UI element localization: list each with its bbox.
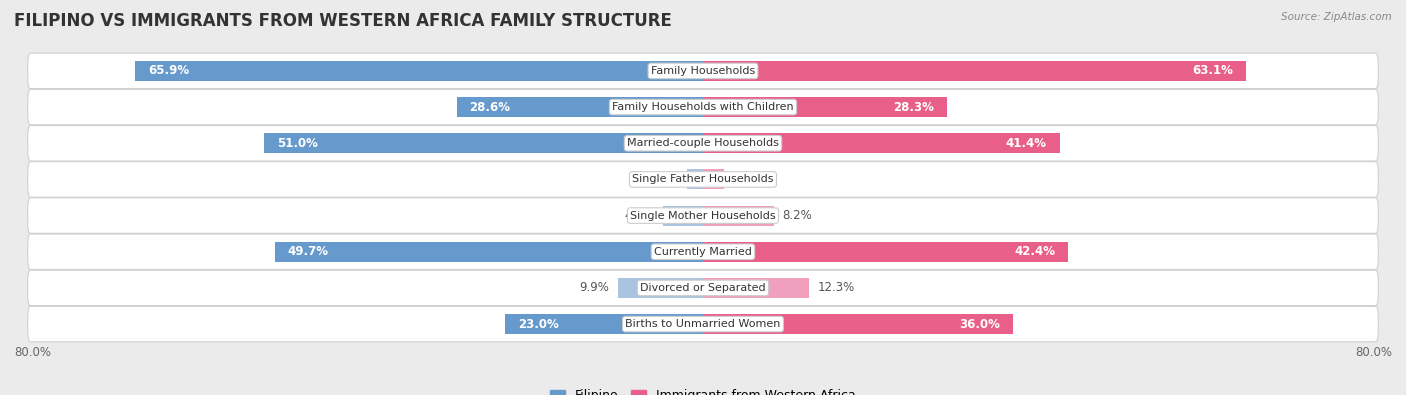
Bar — [276, 242, 703, 262]
Bar — [264, 133, 703, 153]
Legend: Filipino, Immigrants from Western Africa: Filipino, Immigrants from Western Africa — [546, 384, 860, 395]
Text: 65.9%: 65.9% — [149, 64, 190, 77]
FancyBboxPatch shape — [28, 307, 1378, 342]
FancyBboxPatch shape — [28, 234, 1378, 269]
FancyBboxPatch shape — [28, 89, 1378, 125]
Text: 49.7%: 49.7% — [288, 245, 329, 258]
Text: 1.8%: 1.8% — [650, 173, 679, 186]
Bar — [703, 206, 773, 226]
Text: Births to Unmarried Women: Births to Unmarried Women — [626, 319, 780, 329]
Bar — [688, 169, 703, 189]
Text: Currently Married: Currently Married — [654, 247, 752, 257]
Text: Divorced or Separated: Divorced or Separated — [640, 283, 766, 293]
Text: 4.7%: 4.7% — [624, 209, 654, 222]
Bar — [617, 278, 703, 298]
Bar — [703, 169, 724, 189]
Bar — [505, 314, 703, 334]
FancyBboxPatch shape — [28, 270, 1378, 306]
Text: 28.3%: 28.3% — [893, 101, 934, 114]
Text: Family Households with Children: Family Households with Children — [612, 102, 794, 112]
Bar — [703, 97, 946, 117]
Text: 9.9%: 9.9% — [579, 281, 609, 294]
Text: 12.3%: 12.3% — [817, 281, 855, 294]
Bar — [703, 278, 808, 298]
Bar — [457, 97, 703, 117]
Text: Single Mother Households: Single Mother Households — [630, 211, 776, 220]
Text: 36.0%: 36.0% — [959, 318, 1000, 331]
Text: 8.2%: 8.2% — [782, 209, 813, 222]
Text: 2.4%: 2.4% — [733, 173, 762, 186]
Text: 80.0%: 80.0% — [1355, 346, 1392, 359]
Text: Single Father Households: Single Father Households — [633, 175, 773, 184]
Text: Married-couple Households: Married-couple Households — [627, 138, 779, 148]
FancyBboxPatch shape — [28, 198, 1378, 233]
Bar — [662, 206, 703, 226]
Text: FILIPINO VS IMMIGRANTS FROM WESTERN AFRICA FAMILY STRUCTURE: FILIPINO VS IMMIGRANTS FROM WESTERN AFRI… — [14, 12, 672, 30]
Text: 51.0%: 51.0% — [277, 137, 318, 150]
Text: 23.0%: 23.0% — [517, 318, 558, 331]
Text: 63.1%: 63.1% — [1192, 64, 1233, 77]
Bar — [703, 133, 1060, 153]
FancyBboxPatch shape — [28, 162, 1378, 197]
Bar — [703, 314, 1012, 334]
Text: 42.4%: 42.4% — [1014, 245, 1056, 258]
Text: 41.4%: 41.4% — [1005, 137, 1046, 150]
Text: 80.0%: 80.0% — [14, 346, 51, 359]
Text: 28.6%: 28.6% — [470, 101, 510, 114]
FancyBboxPatch shape — [28, 126, 1378, 161]
Text: Source: ZipAtlas.com: Source: ZipAtlas.com — [1281, 12, 1392, 22]
Bar — [703, 61, 1246, 81]
Bar — [135, 61, 703, 81]
Bar — [703, 242, 1069, 262]
Text: Family Households: Family Households — [651, 66, 755, 76]
FancyBboxPatch shape — [28, 53, 1378, 88]
